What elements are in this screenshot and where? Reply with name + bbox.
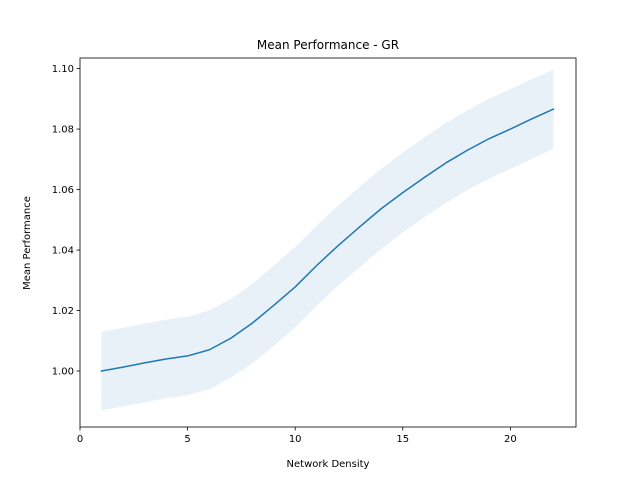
x-tick-label-2: 10 bbox=[289, 434, 302, 445]
y-tick-label-5: 1.10 bbox=[52, 64, 74, 75]
x-tick-label-3: 15 bbox=[396, 434, 409, 445]
x-tick-label-1: 5 bbox=[184, 434, 190, 445]
x-tick-label-0: 0 bbox=[77, 434, 83, 445]
x-axis-label: Network Density bbox=[287, 459, 370, 470]
chart-title: Mean Performance - GR bbox=[257, 38, 399, 52]
y-tick-label-2: 1.04 bbox=[52, 246, 74, 257]
x-tick-label-4: 20 bbox=[504, 434, 517, 445]
series-line-0 bbox=[100, 108, 555, 372]
y-axis-label: Mean Performance bbox=[22, 196, 33, 290]
y-tick-label-1: 1.02 bbox=[52, 306, 74, 317]
axes-frame bbox=[79, 57, 577, 428]
axes: 0 5 10 15 20 1.00 1.02 1.04 1.06 1.08 1.10 bbox=[52, 57, 577, 445]
y-tick-label-3: 1.06 bbox=[52, 185, 74, 196]
plot-area bbox=[100, 69, 555, 411]
y-tick-label-4: 1.08 bbox=[52, 125, 74, 136]
y-tick-label-0: 1.00 bbox=[52, 367, 74, 378]
confidence-band-0 bbox=[101, 69, 554, 411]
